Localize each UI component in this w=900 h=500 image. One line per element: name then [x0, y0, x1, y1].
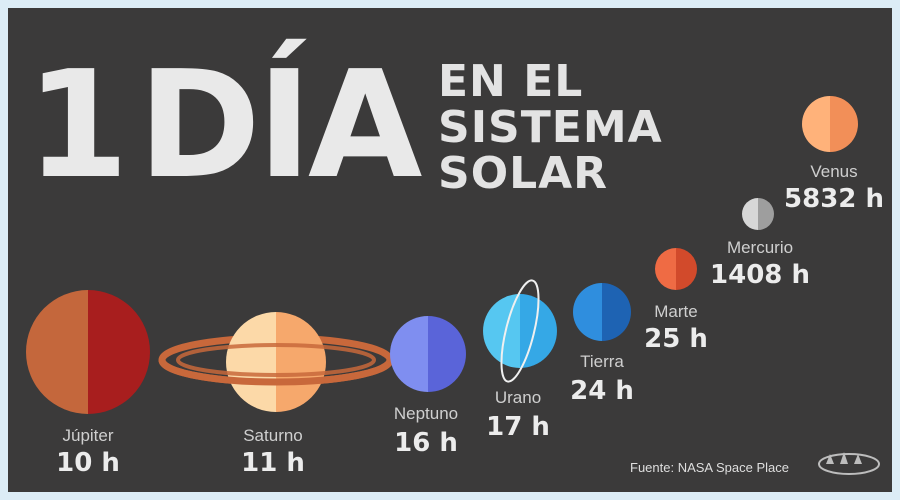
hours-uranus: 17 h — [486, 412, 550, 442]
hours-earth: 24 h — [570, 376, 634, 406]
label-jupiter: Júpiter — [62, 426, 114, 445]
title-number: 1 — [26, 39, 129, 211]
title-word: DÍA — [138, 39, 422, 211]
title-line-1: EN EL — [438, 56, 584, 107]
label-mars: Marte — [654, 302, 698, 321]
title-line-2: SISTEMA — [438, 102, 663, 153]
planet-uranus — [483, 279, 557, 383]
label-venus: Venus — [810, 162, 858, 181]
label-earth: Tierra — [580, 352, 624, 371]
hours-mercury: 1408 h — [710, 260, 810, 290]
hours-venus: 5832 h — [784, 184, 884, 214]
planet-mercury — [742, 198, 774, 230]
planet-saturn — [158, 312, 394, 412]
hours-neptune: 16 h — [394, 428, 458, 458]
label-neptune: Neptuno — [393, 404, 459, 423]
planet-jupiter — [26, 290, 150, 414]
label-mercury: Mercurio — [726, 238, 794, 257]
hours-saturn: 11 h — [241, 448, 305, 478]
label-uranus: Urano — [494, 388, 542, 407]
planet-mars — [655, 248, 697, 290]
label-saturn: Saturno — [243, 426, 303, 445]
infographic-poster: 1 DÍA EN EL SISTEMA SOLAR — [8, 8, 892, 492]
star-trek-logo — [818, 452, 880, 475]
planet-neptune — [390, 316, 466, 392]
title-line-3: SOLAR — [438, 148, 609, 199]
planet-earth — [573, 283, 631, 341]
planets-illustration — [26, 96, 858, 414]
hours-jupiter: 10 h — [56, 448, 120, 478]
hours-mars: 25 h — [644, 324, 708, 354]
source-credit: Fuente: NASA Space Place — [630, 460, 789, 475]
planet-venus — [802, 96, 858, 152]
